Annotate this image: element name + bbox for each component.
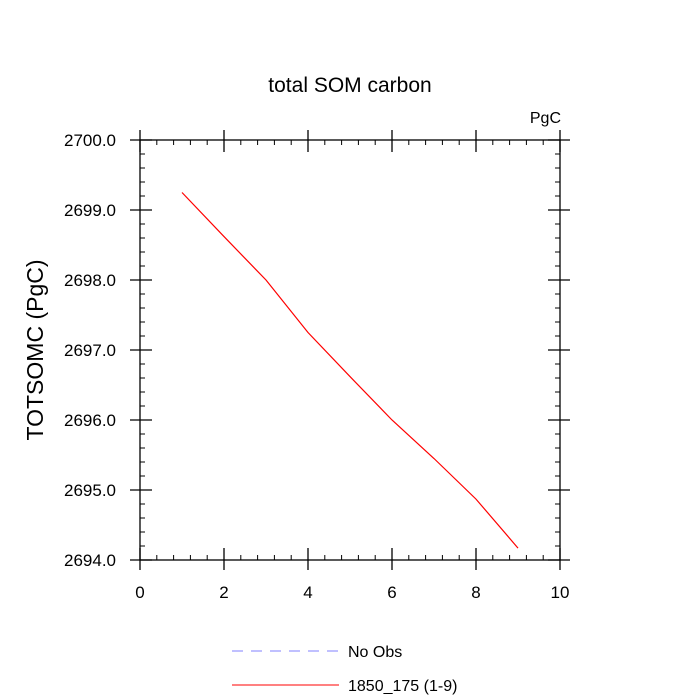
units-label: PgC bbox=[530, 110, 561, 127]
chart-title: total SOM carbon bbox=[268, 74, 431, 97]
x-tick-label: 8 bbox=[471, 583, 480, 602]
y-tick-label: 2694.0 bbox=[64, 551, 116, 570]
x-tick-label: 10 bbox=[551, 583, 570, 602]
y-tick-label: 2696.0 bbox=[64, 411, 116, 430]
axis-ticks bbox=[130, 130, 570, 570]
x-tick-label: 2 bbox=[219, 583, 228, 602]
legend-label-1850-175: 1850_175 (1-9) bbox=[348, 678, 457, 695]
y-tick-label: 2695.0 bbox=[64, 481, 116, 500]
y-tick-label: 2697.0 bbox=[64, 341, 116, 360]
axis-tick-labels: 0 2 4 6 8 10 2694.0 2695.0 2696.0 2697.0 2698.0 269… bbox=[64, 131, 569, 602]
series-line-1850-175-1-9- bbox=[181, 192, 519, 549]
y-tick-label: 2699.0 bbox=[64, 201, 116, 220]
x-tick-label: 4 bbox=[303, 583, 312, 602]
series-layer bbox=[181, 192, 519, 549]
legend: No Obs 1850_175 (1-9) bbox=[232, 644, 457, 695]
x-tick-label: 6 bbox=[387, 583, 396, 602]
y-axis-label: TOTSOMC (PgC) bbox=[22, 259, 48, 440]
x-tick-label: 0 bbox=[135, 583, 144, 602]
y-tick-label: 2698.0 bbox=[64, 271, 116, 290]
y-tick-label: 2700.0 bbox=[64, 131, 116, 150]
legend-label-no-obs: No Obs bbox=[348, 644, 402, 661]
plot-frame bbox=[139, 139, 561, 561]
